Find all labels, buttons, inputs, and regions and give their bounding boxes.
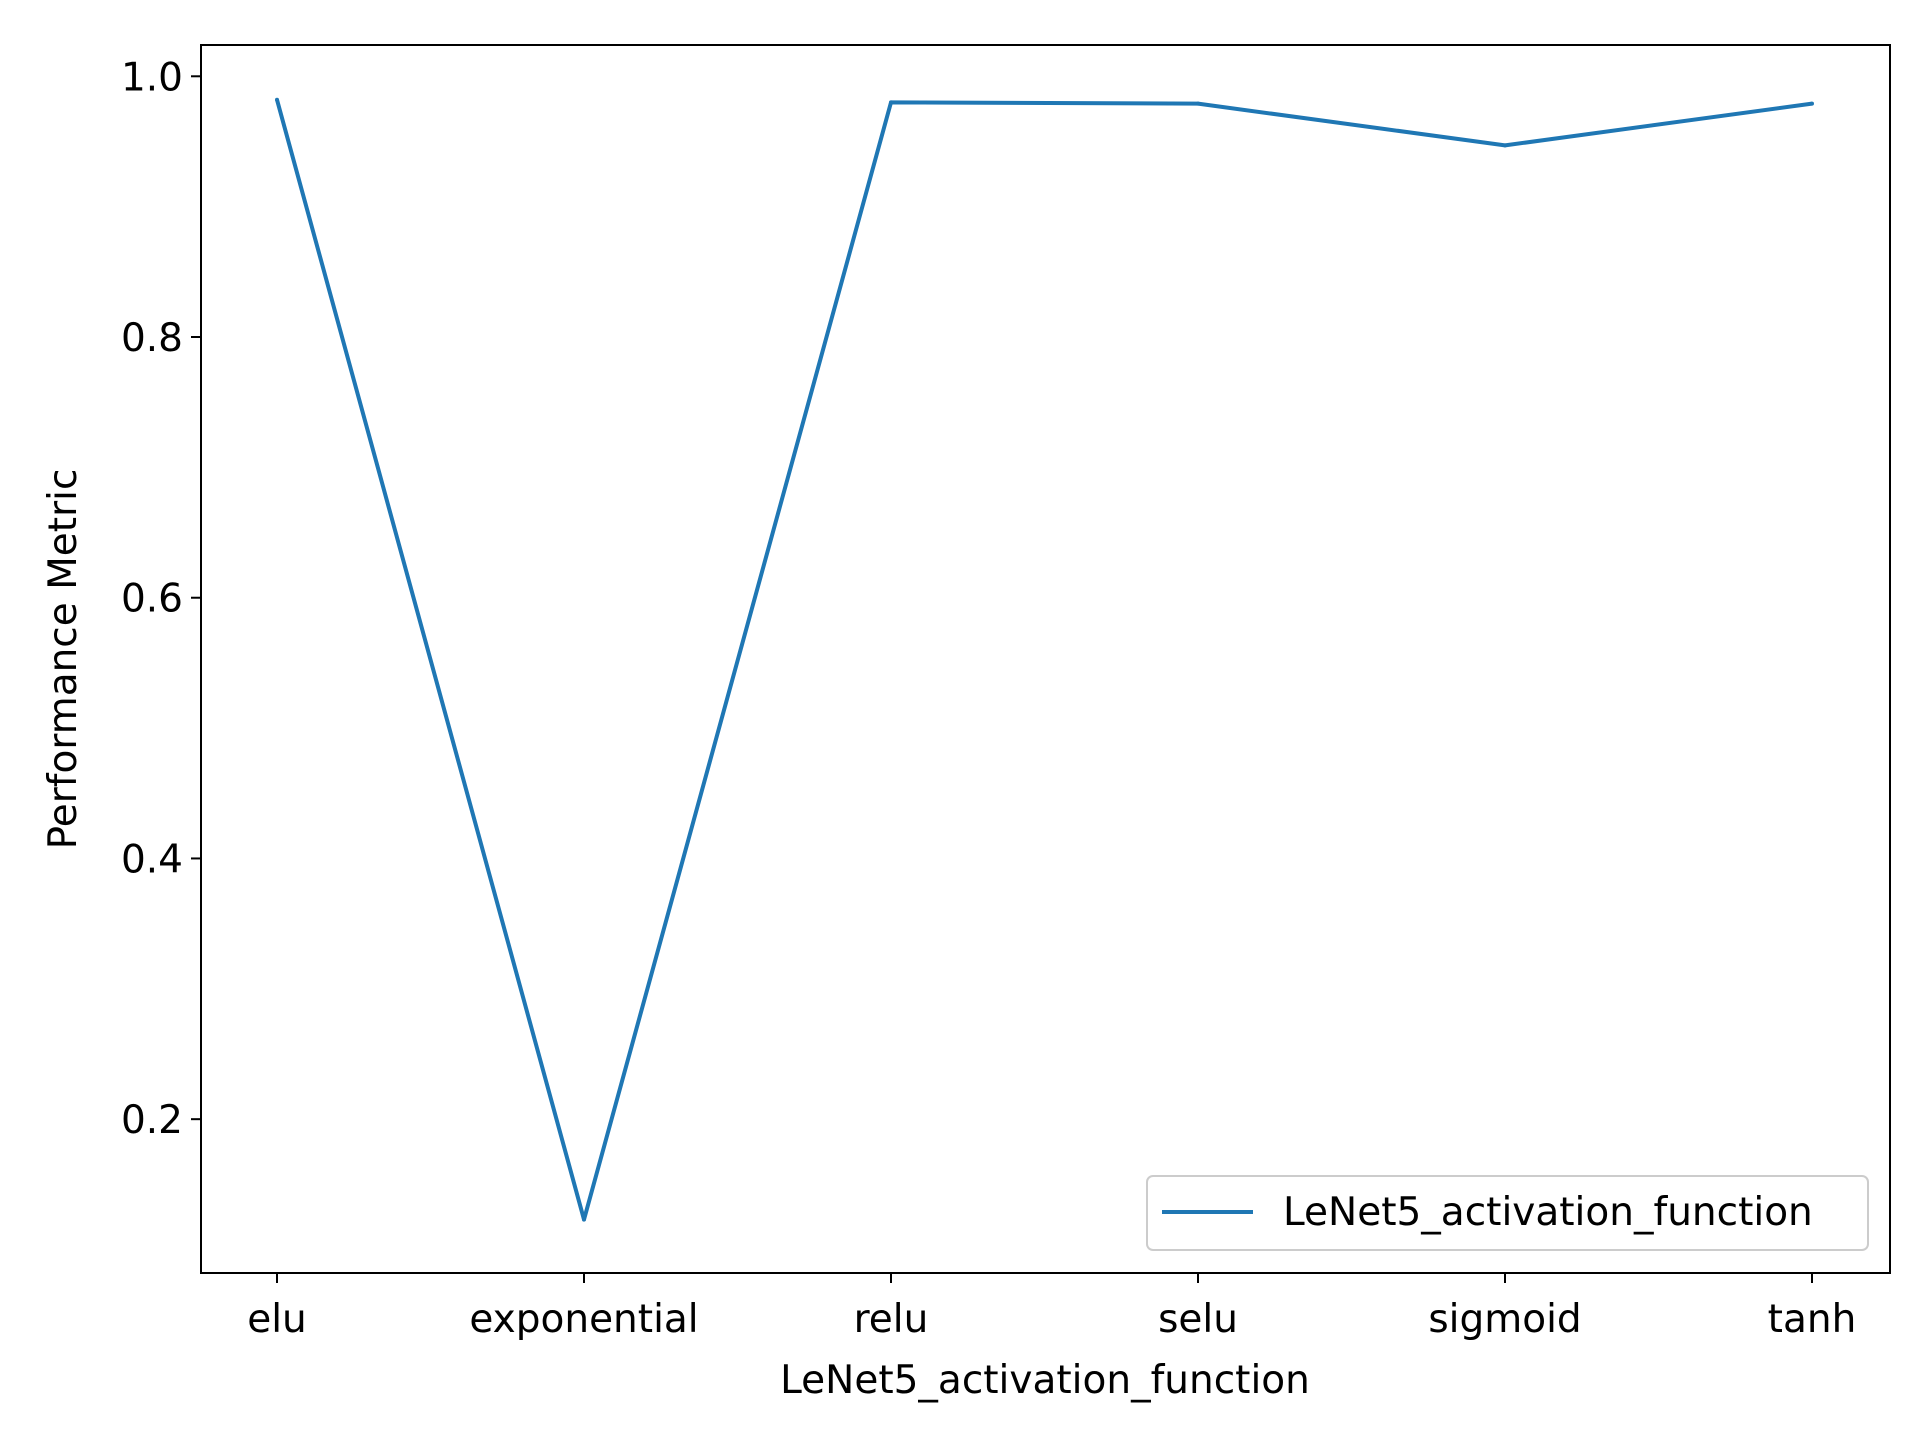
y-tick-label: 0.2 (121, 1098, 183, 1143)
y-tick-label: 0.6 (121, 577, 183, 622)
series-layer (275, 97, 1814, 1222)
y-tick-label: 1.0 (121, 55, 183, 100)
y-tick-label: 0.4 (121, 837, 183, 882)
y-axis-label: Performance Metric (41, 469, 86, 850)
data-point (1810, 101, 1814, 106)
series-line (275, 99, 1813, 1222)
y-tick-label: 0.8 (121, 316, 183, 361)
data-point (275, 97, 279, 102)
legend-label: LeNet5_activation_function (1283, 1190, 1813, 1235)
x-axis: elu exponential relu selu sigmoid tanh (247, 1273, 1856, 1342)
x-tick-label: exponential (469, 1297, 698, 1342)
x-tick-label: selu (1158, 1297, 1238, 1342)
x-tick-label: relu (854, 1297, 929, 1342)
data-point (1196, 101, 1200, 106)
data-point (582, 1217, 586, 1222)
x-tick-label: tanh (1768, 1297, 1857, 1342)
x-tick-label: elu (247, 1297, 307, 1342)
y-axis: 0.2 0.4 0.6 0.8 1.0 (121, 55, 201, 1143)
x-tick-label: sigmoid (1428, 1297, 1581, 1342)
legend-box (1146, 1175, 1869, 1251)
plot-area (200, 44, 1891, 1274)
data-point (889, 100, 893, 105)
x-axis-label: LeNet5_activation_function (780, 1358, 1310, 1403)
data-point (1503, 143, 1507, 148)
legend: LeNet5_activation_function (1146, 1175, 1869, 1251)
